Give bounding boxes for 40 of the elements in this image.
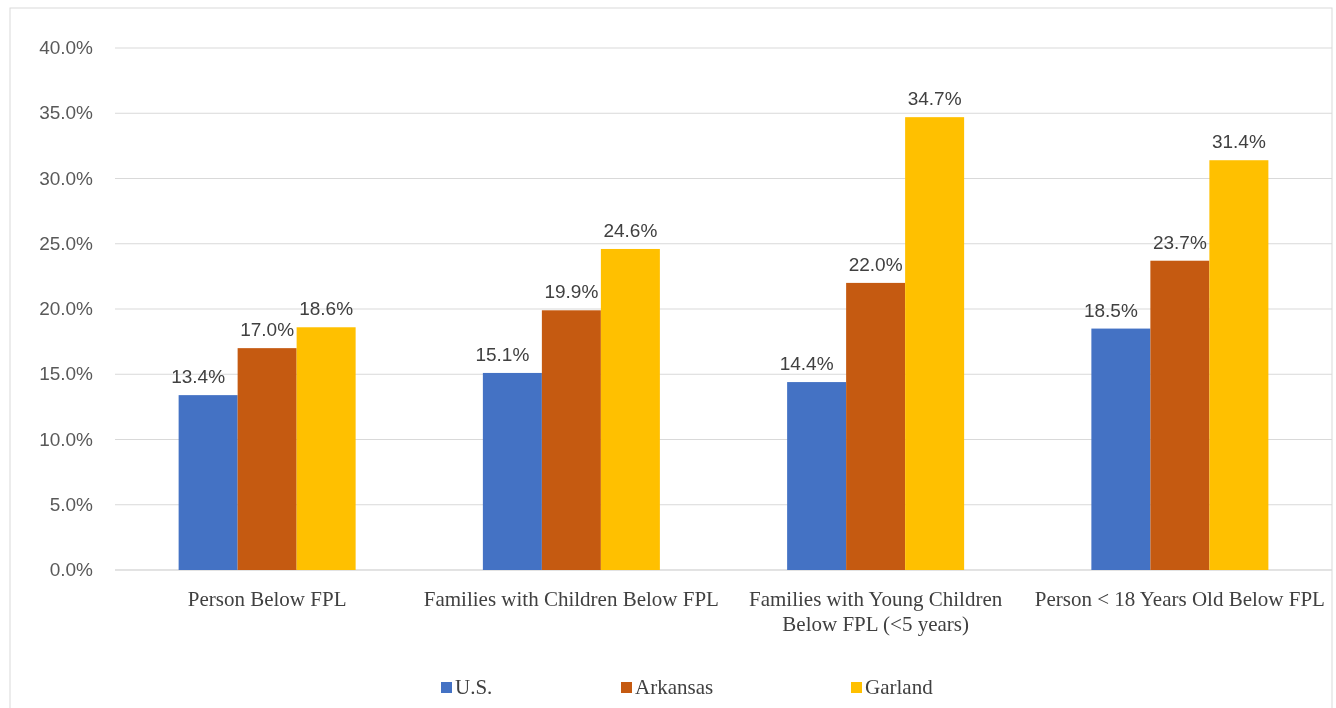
x-tick-label: Person Below FPL [187, 587, 347, 611]
data-label: 13.4% [171, 366, 226, 388]
data-label: 14.4% [779, 353, 834, 375]
y-tick-label: 15.0% [39, 363, 94, 385]
legend-label: Garland [865, 675, 934, 699]
bar [787, 382, 847, 570]
bar [846, 282, 906, 570]
x-tick-label: Person < 18 Years Old Below FPL [1034, 587, 1325, 611]
y-tick-label: 10.0% [39, 428, 94, 450]
data-label: 31.4% [1211, 131, 1266, 153]
data-label: 34.7% [907, 88, 962, 110]
data-label: 23.7% [1152, 231, 1207, 253]
legend-label: U.S. [455, 675, 493, 699]
bar [905, 117, 965, 570]
data-label: 24.6% [603, 219, 658, 241]
x-tick-label: Families with Children Below FPL [423, 587, 719, 611]
y-tick-label: 35.0% [39, 102, 94, 124]
bar [1209, 160, 1269, 570]
legend-label: Arkansas [635, 675, 714, 699]
bar [600, 248, 660, 570]
data-label: 19.9% [544, 281, 599, 303]
y-tick-label: 0.0% [49, 559, 94, 580]
bar [541, 310, 601, 570]
y-tick-label: 40.0% [39, 37, 94, 58]
data-label: 18.6% [299, 298, 354, 320]
data-label: 22.0% [848, 253, 903, 275]
bar [237, 348, 297, 570]
data-label: 17.0% [240, 319, 295, 341]
bar [178, 395, 238, 570]
data-label: 18.5% [1083, 299, 1138, 321]
bar [1150, 260, 1210, 570]
y-tick-label: 20.0% [39, 298, 94, 319]
y-tick-label: 5.0% [49, 493, 94, 515]
data-label: 15.1% [475, 343, 530, 365]
x-tick-label: Families with Young Children Below FPL (<5 years) [749, 587, 1003, 636]
bar [1091, 328, 1151, 570]
bar [482, 372, 542, 570]
y-tick-label: 25.0% [39, 232, 94, 254]
bar [296, 327, 356, 570]
y-tick-label: 30.0% [39, 167, 94, 189]
